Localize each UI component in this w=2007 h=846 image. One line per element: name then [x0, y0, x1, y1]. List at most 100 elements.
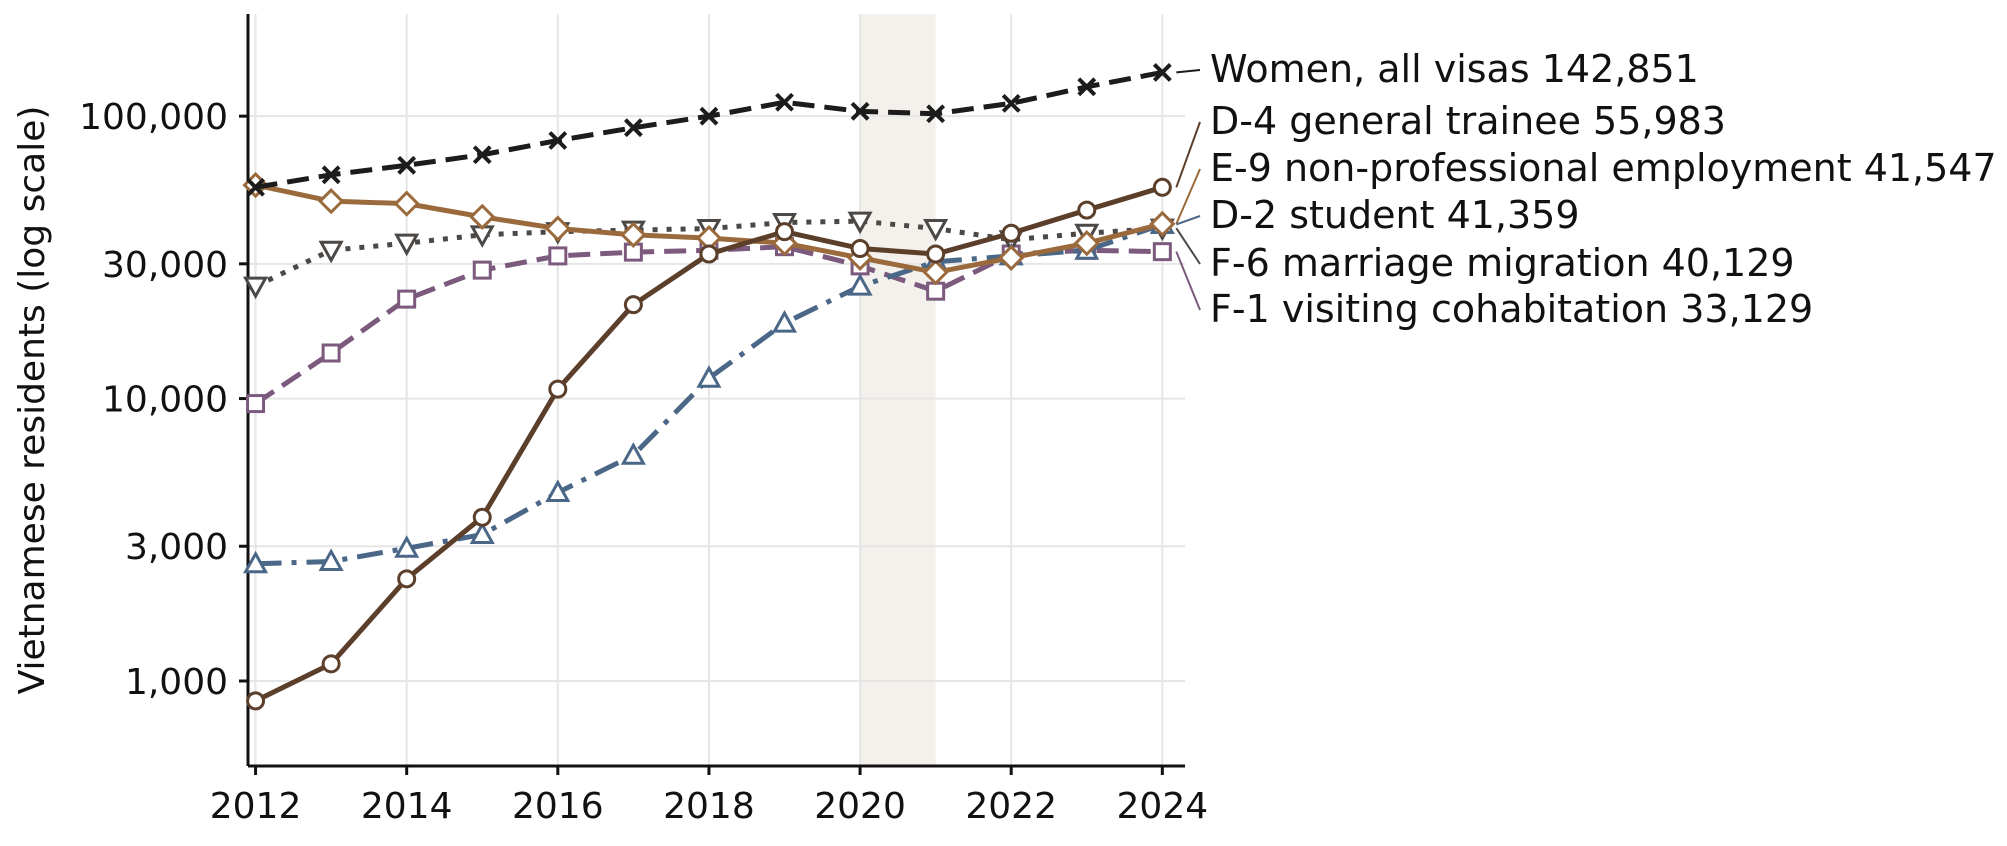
data-point [321, 165, 341, 185]
y-axis-title: Vietnamese residents (log scale) [12, 106, 53, 695]
data-point [847, 273, 873, 296]
end-label: E-9 non-professional employment 41,547 [1210, 146, 1997, 190]
y-tick-label: 3,000 [125, 527, 228, 568]
data-point [998, 244, 1025, 271]
data-point [926, 104, 946, 124]
series-0 [246, 63, 1172, 197]
data-point [548, 131, 568, 150]
x-tick-label: 2024 [1117, 786, 1209, 827]
data-point [699, 244, 719, 264]
leader-line [1175, 227, 1201, 265]
y-tick-label: 30,000 [102, 245, 228, 286]
data-point [545, 479, 571, 502]
data-point [393, 190, 420, 217]
data-point [397, 289, 417, 309]
data-point [544, 215, 571, 242]
data-point [775, 92, 794, 112]
data-point [926, 244, 946, 264]
data-point [923, 219, 949, 242]
data-point [318, 548, 344, 571]
x-marker-stroke [775, 92, 794, 112]
data-point [922, 259, 949, 286]
data-point [696, 365, 722, 388]
y-tick-label: 100,000 [79, 97, 228, 138]
x-tick-label: 2018 [663, 786, 755, 827]
data-point [394, 233, 420, 257]
data-point [699, 106, 719, 126]
data-point [847, 211, 873, 235]
data-point [850, 101, 870, 121]
data-point [548, 246, 568, 266]
tick-labels: 2012 2014 2016 2018 2020 2022 2024 1,000 3,000 10… [79, 97, 1208, 827]
data-point [623, 118, 643, 138]
x-marker-stroke [246, 177, 265, 197]
data-point [1073, 230, 1100, 257]
x-marker-stroke [699, 106, 719, 126]
data-point [850, 238, 870, 258]
x-marker-stroke [1152, 63, 1172, 82]
x-tick-label: 2022 [965, 786, 1057, 827]
end-label: D-4 general trainee 55,983 [1210, 99, 1726, 143]
end-label: F-6 marriage migration 40,129 [1210, 241, 1795, 285]
data-point [397, 569, 417, 589]
data-point [243, 550, 269, 574]
data-point [1152, 242, 1172, 262]
x-marker-stroke [926, 104, 946, 124]
data-point [775, 222, 795, 242]
end-labels: Women, all visas 142,851 D-4 general trai… [1175, 47, 1997, 331]
data-point [317, 188, 345, 215]
data-point [620, 221, 647, 248]
data-point [1001, 223, 1021, 243]
data-point [771, 310, 798, 333]
x-marker-stroke [548, 131, 568, 150]
x-tick-label: 2014 [361, 786, 453, 827]
data-point [1077, 77, 1097, 97]
data-point [246, 691, 266, 711]
data-point [243, 276, 269, 300]
x-tick-label: 2020 [814, 786, 906, 827]
data-point [623, 295, 643, 315]
series-1 [246, 177, 1172, 711]
x-marker-stroke [623, 118, 643, 138]
data-point [1077, 200, 1097, 220]
shaded-period [860, 14, 936, 766]
leader-line [1176, 69, 1201, 74]
data-point [469, 521, 495, 545]
leader-line [1175, 168, 1201, 225]
data-point [472, 507, 492, 527]
x-tick-label: 2012 [210, 786, 302, 827]
shaded-band [860, 14, 936, 766]
data-point [1152, 177, 1172, 197]
series-lines [242, 63, 1176, 711]
end-label: Women, all visas 142,851 [1210, 47, 1699, 91]
end-label: F-1 visiting cohabitation 33,129 [1210, 287, 1813, 331]
data-point [472, 145, 492, 165]
data-point [472, 260, 492, 280]
leader-line [1175, 121, 1201, 188]
data-point [469, 203, 496, 230]
x-tick-label: 2016 [512, 786, 604, 827]
data-point [397, 155, 417, 175]
data-point [246, 394, 266, 414]
data-point [321, 654, 341, 674]
leader-line [1175, 215, 1201, 226]
data-point [926, 281, 946, 301]
y-tick-label: 10,000 [102, 380, 228, 421]
x-marker-stroke [397, 155, 417, 175]
x-marker-stroke [1001, 93, 1021, 113]
x-marker-stroke [472, 145, 492, 165]
leader-line [1175, 251, 1201, 311]
end-label: D-2 student 41,359 [1210, 193, 1580, 237]
data-point [1149, 210, 1176, 238]
data-point [1152, 63, 1172, 82]
data-point [394, 535, 420, 558]
axes [239, 14, 1185, 775]
data-point [620, 442, 646, 465]
data-point [1001, 93, 1021, 113]
x-marker-stroke [1077, 77, 1097, 97]
x-marker-stroke [321, 165, 341, 185]
grid [248, 14, 1185, 766]
y-tick-label: 1,000 [125, 662, 228, 703]
x-marker-stroke [850, 101, 870, 121]
